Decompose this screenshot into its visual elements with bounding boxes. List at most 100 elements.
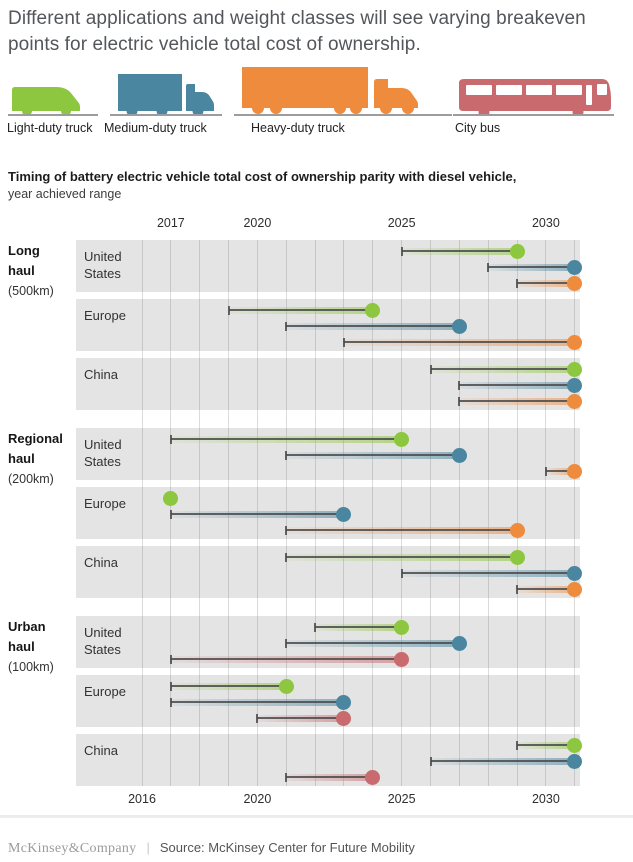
range-line [430,368,575,370]
footer-divider [0,815,633,818]
range-start-cap [169,697,172,707]
range-start-cap [400,568,403,578]
range-line [343,341,575,343]
range-line [545,470,575,472]
icon-baseline [8,114,98,116]
group-label-urban-haul: Urban haul (100km) [8,617,70,677]
parity-dot-heavy-duty-truck [567,334,583,350]
range-start-cap [429,364,432,374]
group-distance: (500km) [8,284,54,298]
group-label-long-haul: Long haul (500km) [8,241,70,301]
medium-duty-truck-icon [116,70,220,116]
city-bus-icon [456,74,614,116]
range-line [286,776,373,778]
parity-dot-heavy-duty-truck [567,393,583,409]
region-label-europe: Europe [84,308,126,323]
range-start-cap [544,466,547,476]
group-name: Long haul [8,243,40,278]
range-start-cap [516,278,519,288]
icon-baseline [110,114,222,116]
range-start-cap [285,772,288,782]
range-start-cap [256,713,259,723]
range-line [286,454,460,456]
parity-dot-medium-duty-truck [451,318,467,334]
top-axis-tick-2025: 2025 [387,216,416,230]
group-distance: (200km) [8,472,54,486]
range-start-cap [227,305,230,315]
legend-label-light-duty: Light-duty truck [7,121,93,135]
parity-dot-light-duty-truck [509,243,525,259]
bottom-axis-tick-2020: 2020 [243,792,272,806]
parity-dot-light-duty-truck [278,678,294,694]
legend-label-city-bus: City bus [455,121,501,135]
icon-baseline [234,114,452,116]
range-line [430,760,575,762]
legend-label-medium-duty: Medium-duty truck [104,121,207,135]
chart-title: Timing of battery electric vehicle total… [8,169,517,184]
range-line [170,438,402,440]
range-start-cap [458,396,461,406]
range-start-cap [429,756,432,766]
range-start-cap [169,509,172,519]
range-line [517,588,575,590]
range-start-cap [285,450,288,460]
range-start-cap [169,434,172,444]
page-title: Different applications and weight classe… [8,8,586,55]
gridline-2026 [430,240,431,786]
gridline-2028 [487,240,489,786]
region-label-europe: Europe [84,496,126,511]
range-line [488,266,575,268]
range-start-cap [285,638,288,648]
region-label-united-states: United States [84,437,122,469]
bottom-axis-tick-2030: 2030 [531,792,560,806]
range-line [286,325,460,327]
bottom-axis-tick-2016: 2016 [128,792,156,806]
parity-dot-heavy-duty-truck [567,275,583,291]
parity-dot-city-bus [336,710,352,726]
parity-dot-medium-duty-truck [567,565,583,581]
parity-dot-light-duty-truck [394,619,410,635]
legend-label-heavy-duty: Heavy-duty truck [251,121,345,135]
parity-dot-medium-duty-truck [567,377,583,393]
range-line [459,384,575,386]
gridline-2027 [458,240,460,786]
range-line [401,250,518,252]
group-label-regional-haul: Regional haul (200km) [8,429,70,489]
parity-dot-medium-duty-truck [336,694,352,710]
range-start-cap [487,262,490,272]
parity-dot-light-duty-truck [567,361,583,377]
top-axis-tick-2030: 2030 [531,216,560,230]
footer: McKinsey&Company | Source: McKinsey Cent… [8,840,624,857]
gridline-2031 [574,240,576,786]
range-line [257,717,344,719]
parity-dot-heavy-duty-truck [567,463,583,479]
source-credit: Source: McKinsey Center for Future Mobil… [159,840,415,855]
range-line [315,626,402,628]
range-line [170,685,287,687]
bottom-axis-tick-2025: 2025 [387,792,416,806]
top-axis-tick-2017: 2017 [156,216,185,230]
range-start-cap [400,246,403,256]
top-axis-tick-2020: 2020 [243,216,272,230]
gridline-2029 [516,240,518,786]
range-line [401,572,575,574]
group-distance: (100km) [8,660,54,674]
chart-subtitle: year achieved range [8,187,122,201]
parity-dot-light-duty-truck [509,549,525,565]
range-line [286,529,518,531]
range-start-cap [314,622,317,632]
range-line [170,701,344,703]
region-label-china: China [84,743,118,758]
range-start-cap [342,337,345,347]
range-line [517,282,575,284]
gridline-2025 [401,240,403,786]
parity-dot-light-duty-truck [394,431,410,447]
parity-dot-medium-duty-truck [567,753,583,769]
range-start-cap [516,740,519,750]
range-line [517,744,575,746]
parity-dot-medium-duty-truck [451,635,467,651]
icon-baseline [453,114,614,116]
parity-dot-medium-duty-truck [336,506,352,522]
footer-separator: | [146,840,150,855]
